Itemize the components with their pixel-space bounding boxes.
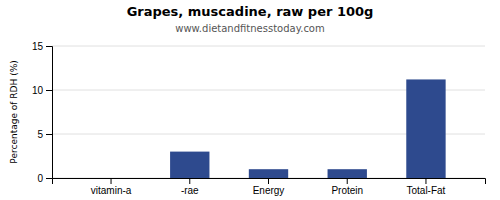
y-tick-label: 10 bbox=[32, 85, 44, 96]
x-tick: Energy bbox=[253, 178, 285, 196]
y-tick-label: 15 bbox=[32, 41, 44, 52]
title: Grapes, muscadine, raw per 100g bbox=[127, 4, 374, 19]
x-tick: vitamin-a bbox=[91, 178, 132, 196]
y-tick: 5 bbox=[37, 129, 52, 140]
bar bbox=[249, 169, 288, 178]
y-tick: 0 bbox=[37, 173, 52, 184]
x-tick-mark bbox=[268, 178, 269, 184]
y-tick-label: 5 bbox=[37, 129, 43, 140]
bar bbox=[328, 169, 367, 178]
y-tick-label: 0 bbox=[37, 173, 43, 184]
subtitle: www.dietandfitnesstoday.com bbox=[175, 23, 324, 34]
x-tick-mark bbox=[347, 178, 348, 184]
x-tick: Total-Fat bbox=[407, 178, 446, 196]
y-tick-mark bbox=[46, 46, 52, 47]
bar bbox=[91, 178, 130, 179]
plot: vitamin-a -rae Energy Protein Total-Fat 0 5 10 1… bbox=[32, 41, 486, 196]
y-tick-mark bbox=[46, 90, 52, 91]
x-tick-mark bbox=[189, 178, 190, 184]
x-tick: Protein bbox=[331, 178, 363, 196]
x-tick-mark bbox=[425, 178, 426, 184]
x-tick: -rae bbox=[181, 178, 199, 196]
y-tick: 10 bbox=[32, 85, 52, 96]
x-tick-mark bbox=[111, 178, 112, 184]
bars bbox=[170, 79, 446, 178]
x-tick-label: -rae bbox=[181, 185, 199, 196]
y-axis-title: Percentage of RDH (%) bbox=[9, 60, 19, 163]
grid-line bbox=[52, 46, 485, 47]
y-axis: 0 5 10 15 bbox=[32, 41, 53, 184]
x-tick-label: vitamin-a bbox=[91, 185, 132, 196]
x-tick-label: Energy bbox=[253, 185, 285, 196]
y-tick-mark bbox=[46, 134, 52, 135]
x-tick-label: Total-Fat bbox=[407, 185, 446, 196]
bar bbox=[406, 79, 445, 178]
x-axis-line bbox=[53, 179, 486, 185]
chart: Grapes, muscadine, raw per 100g www.dieta… bbox=[0, 0, 500, 200]
x-tick-label: Protein bbox=[331, 185, 363, 196]
y-tick-mark bbox=[46, 178, 52, 179]
y-tick: 15 bbox=[32, 41, 52, 52]
bar bbox=[170, 152, 209, 178]
grid bbox=[52, 46, 485, 178]
y-axis-line bbox=[46, 47, 53, 179]
x-axis: vitamin-a -rae Energy Protein Total-Fat bbox=[53, 178, 486, 196]
